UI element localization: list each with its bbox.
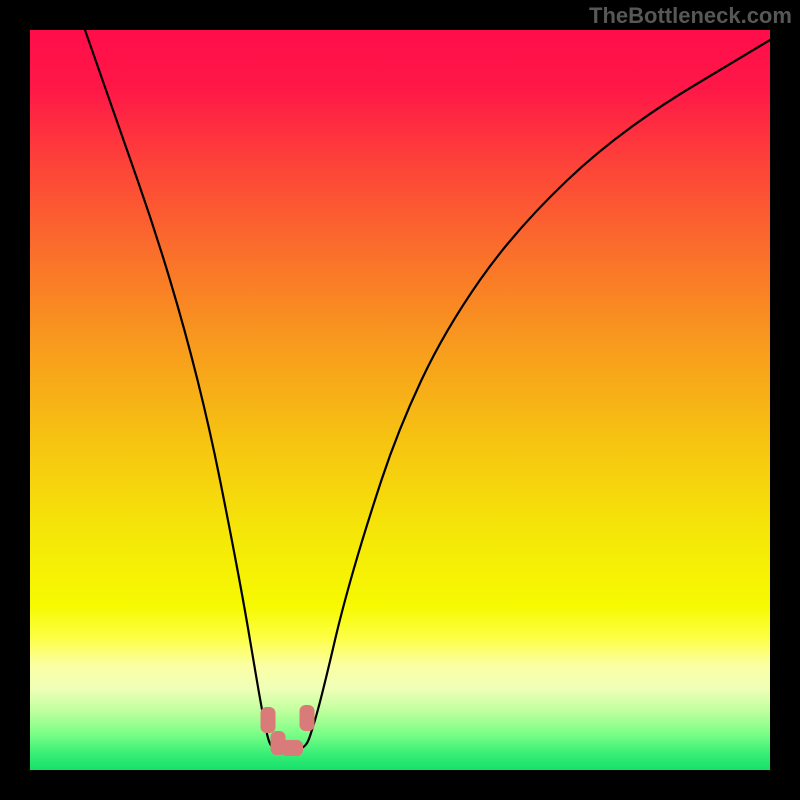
valley-marker: [300, 705, 315, 731]
chart-canvas: [0, 0, 800, 800]
valley-marker: [281, 740, 303, 756]
watermark-text: TheBottleneck.com: [589, 3, 792, 29]
plot-area: [30, 30, 770, 770]
valley-marker: [261, 707, 276, 733]
gradient-background: [30, 30, 770, 770]
